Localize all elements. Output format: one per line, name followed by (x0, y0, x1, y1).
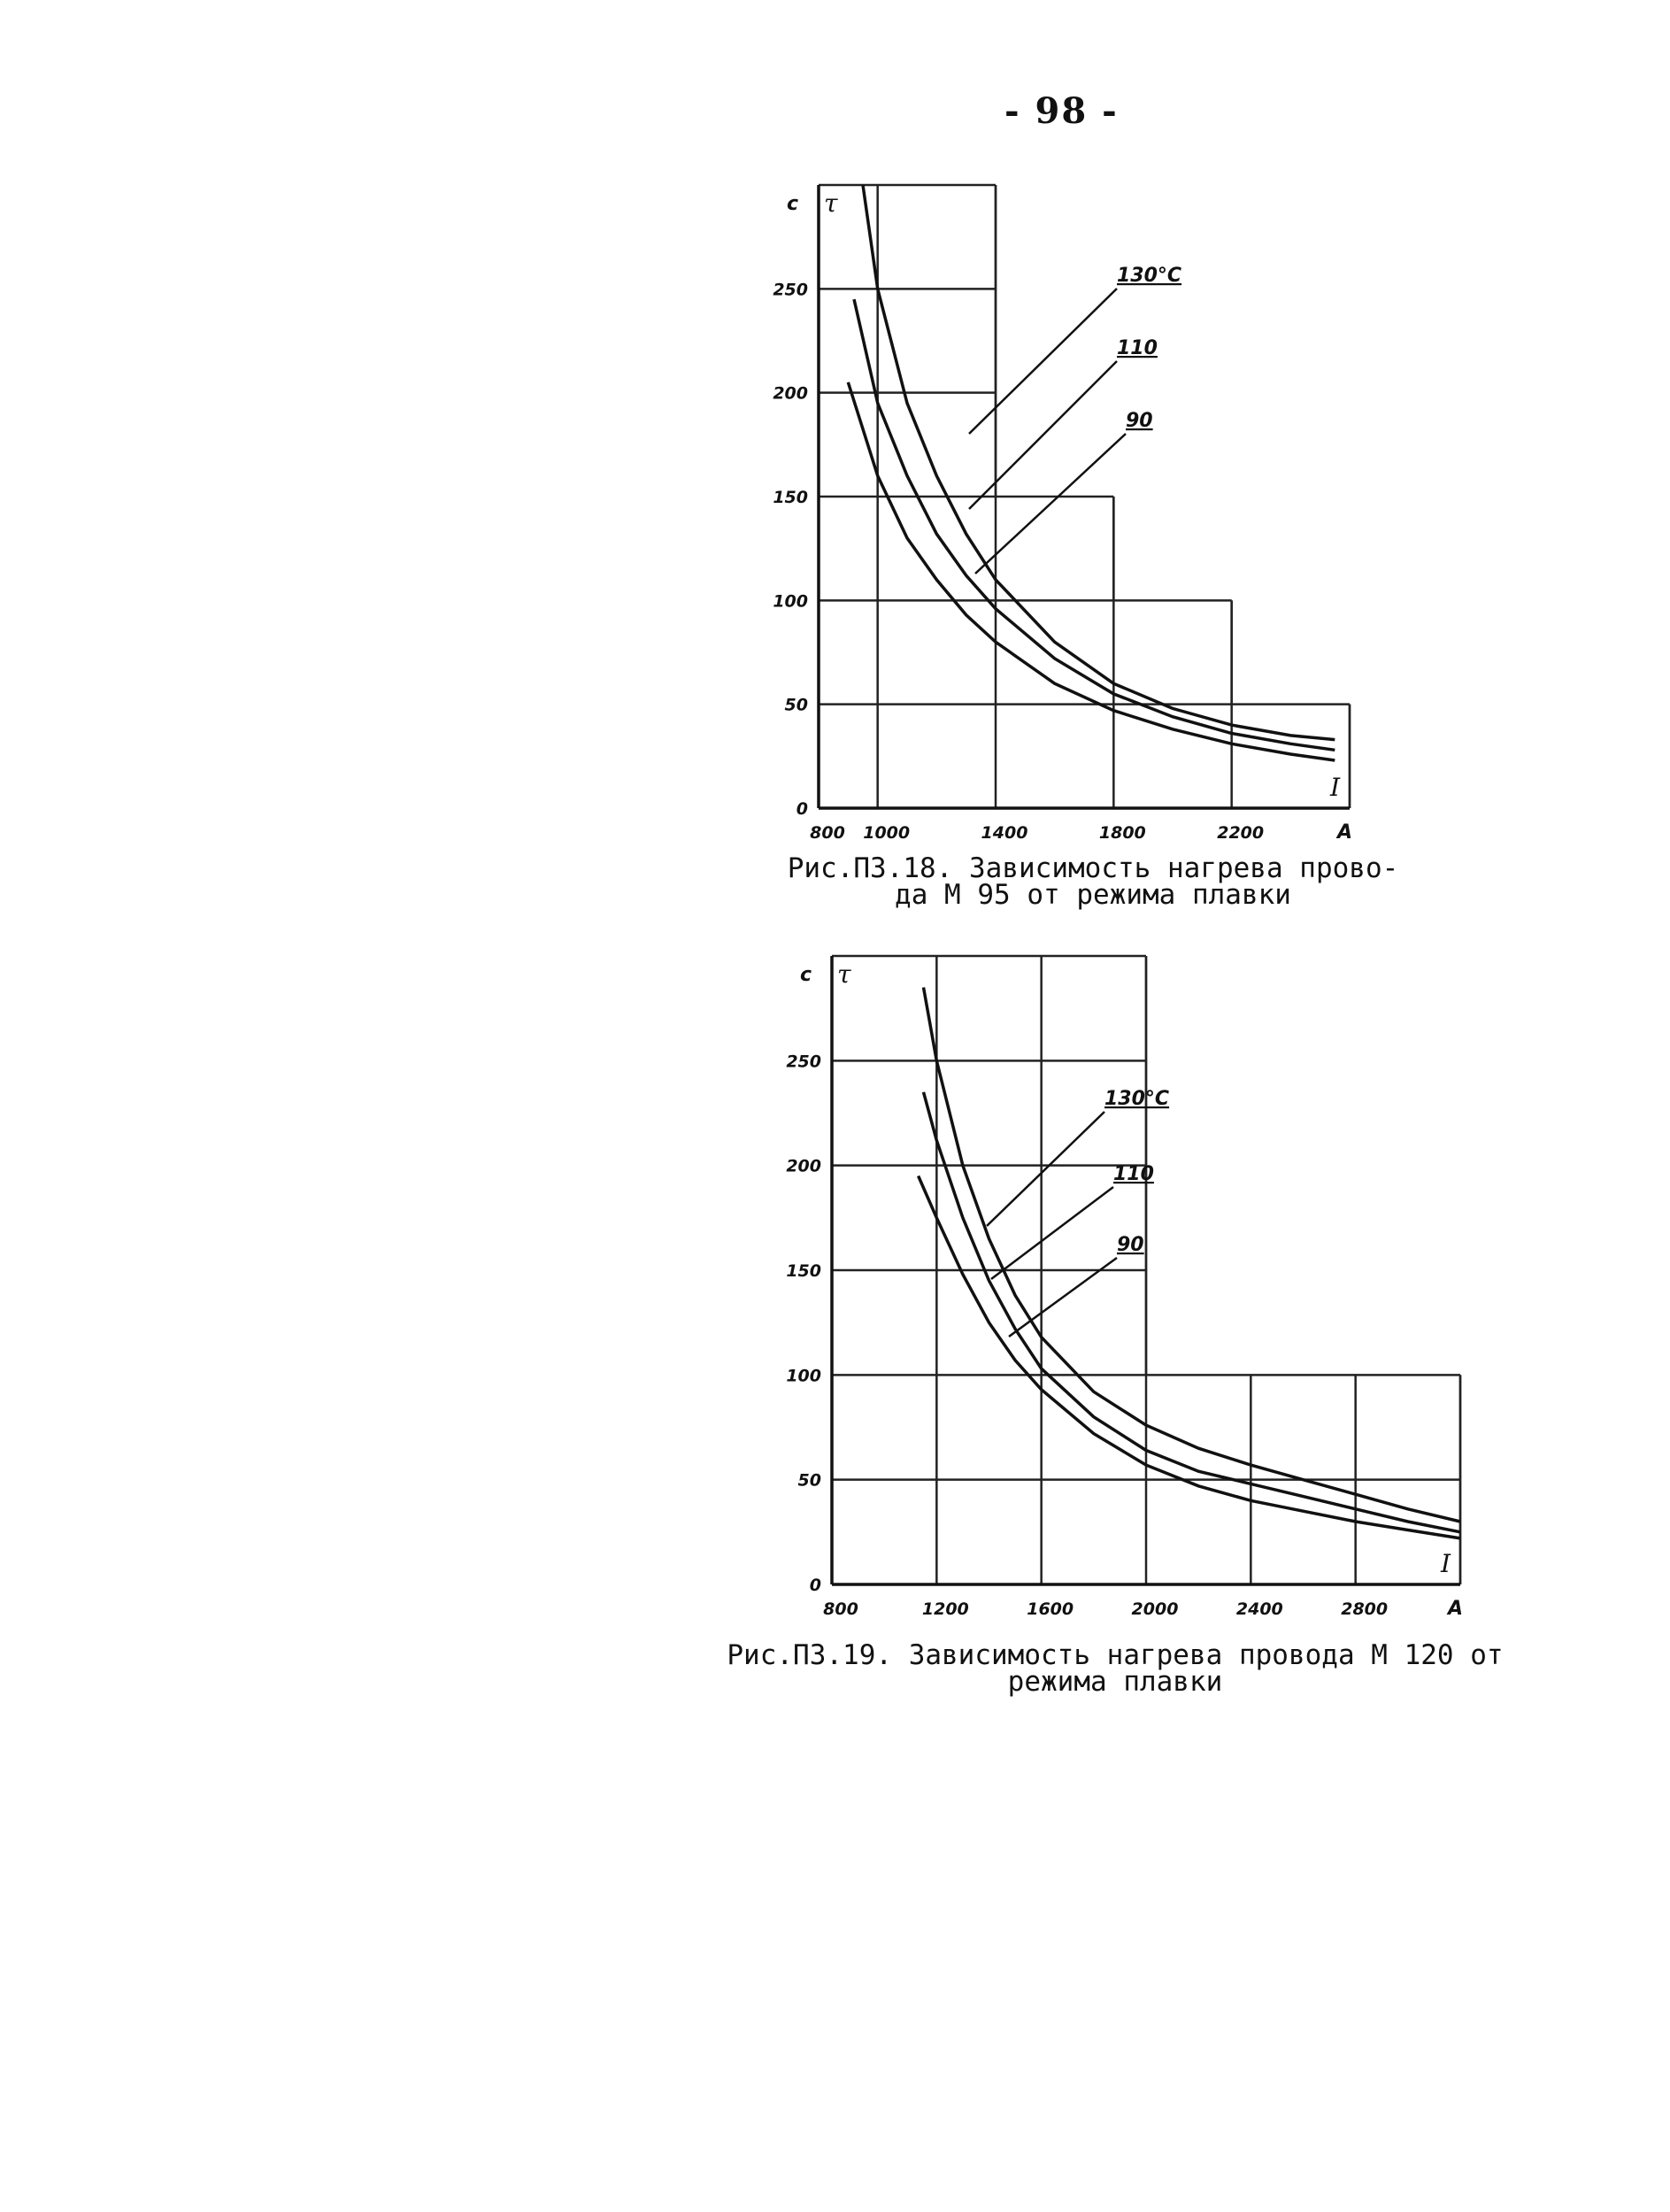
series-label-3: 90 (1126, 410, 1153, 432)
y-tick-label: 150 (773, 488, 808, 507)
series-label-2: 110 (1113, 1163, 1154, 1185)
series-line-3 (916, 1175, 1461, 1540)
x-tick-label: 2400 (1236, 1599, 1283, 1619)
x-axis-unit: A (1335, 821, 1352, 844)
x-axis-label: I (1440, 1549, 1451, 1578)
caption-2: Рис.П3.19. Зависимость нагрева провода М… (690, 1639, 1540, 1698)
x-tick-label: 1000 (863, 823, 910, 843)
x-tick-label: 2800 (1341, 1599, 1388, 1619)
x-tick-label: 1400 (981, 823, 1028, 843)
y-tick-label: 100 (773, 591, 808, 611)
y-tick-label: 50 (785, 696, 808, 715)
y-tick-label: 0 (797, 799, 808, 819)
y-axis-unit: c (787, 193, 798, 215)
x-axis-label: I (1329, 773, 1341, 802)
series-leader-2 (990, 1186, 1114, 1280)
grid (819, 183, 1351, 808)
series-label-1: 130°C (1104, 1088, 1169, 1110)
page-number: - 98 - (1004, 90, 1119, 132)
y-tick-label: 200 (786, 1157, 821, 1176)
grid (832, 954, 1462, 1584)
caption-2-line-2: режима плавки (1007, 1666, 1223, 1698)
series-label-1: 130°C (1117, 265, 1181, 287)
x-tick-label: 800 (810, 823, 845, 843)
caption-1: Рис.П3.18. Зависимость нагрева прово- да… (726, 852, 1460, 911)
y-axis-label: τ (837, 960, 851, 989)
y-axis-label: τ (824, 189, 838, 218)
x-tick-label: 800 (823, 1599, 858, 1619)
series-label-2: 110 (1117, 337, 1158, 359)
series-leader-1 (968, 288, 1118, 435)
series-leader-2 (968, 360, 1118, 510)
chart-1: 0 50 100 150 200 250 800 1000 1400 1800 2200 τ c IA 13… (773, 183, 1352, 844)
series-line-2 (852, 298, 1335, 752)
y-tick-label: 250 (773, 280, 808, 299)
y-axis-unit: c (800, 964, 812, 986)
caption-2-line-1: Рис.П3.19. Зависимость нагрева провода М… (727, 1639, 1504, 1671)
y-tick-label: 0 (810, 1576, 821, 1595)
y-tick-label: 200 (773, 384, 808, 404)
series-line-1 (921, 987, 1461, 1523)
y-tick-label: 50 (798, 1471, 821, 1491)
x-tick-label: 2200 (1217, 823, 1264, 843)
caption-1-line-1: Рис.П3.18. Зависимость нагрева прово- (787, 852, 1399, 884)
series-label-3: 90 (1117, 1234, 1144, 1256)
series-line-3 (846, 382, 1335, 762)
x-tick-label: 1600 (1027, 1599, 1074, 1619)
x-tick-label: 1800 (1099, 823, 1146, 843)
series-leader-3 (1008, 1256, 1118, 1338)
series-line-2 (921, 1091, 1461, 1534)
y-tick-label: 100 (786, 1366, 821, 1385)
y-tick-label: 150 (786, 1261, 821, 1281)
series-line-1 (861, 184, 1335, 742)
x-tick-label: 1200 (922, 1599, 969, 1619)
chart-2: 0 50 100 150 200 250 800 1200 1600 2000 2400 2800 τ c… (786, 954, 1463, 1620)
series-leader-3 (974, 433, 1127, 574)
x-tick-label: 2000 (1132, 1599, 1179, 1619)
x-axis-unit: A (1446, 1598, 1463, 1620)
caption-1-line-2: да М 95 от режима плавки (895, 879, 1291, 911)
y-tick-label: 250 (786, 1052, 821, 1071)
series-leader-1 (986, 1111, 1105, 1227)
